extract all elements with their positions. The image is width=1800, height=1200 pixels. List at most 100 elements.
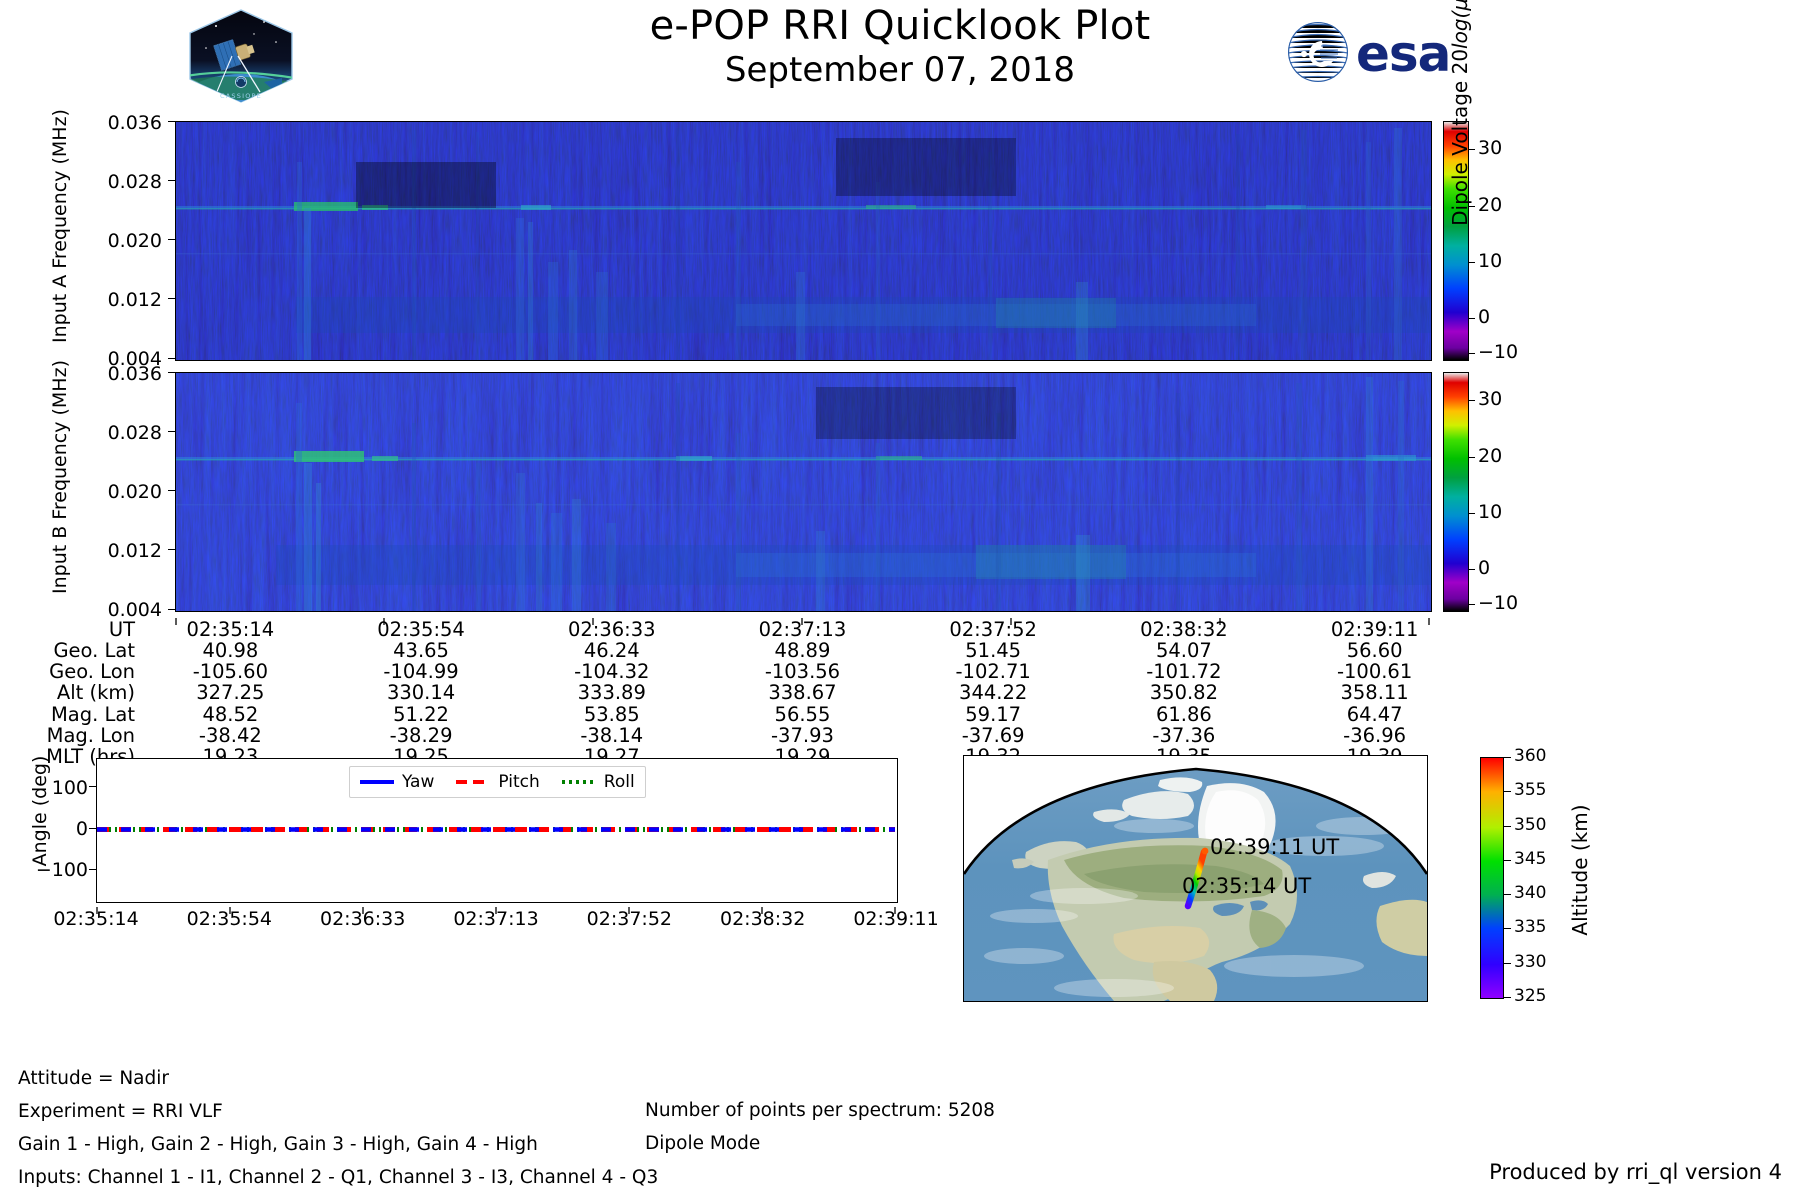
orbit-start-time-label: 02:35:14 UT xyxy=(1182,874,1312,898)
spec-a-ytick-3: 0.012 xyxy=(107,289,162,311)
dipole-voltage-colorbar-b xyxy=(1443,372,1469,612)
yaw-line-swatch xyxy=(360,780,394,784)
legend-item-pitch: Pitch xyxy=(456,772,540,792)
attitude-tickmark xyxy=(89,869,96,870)
footer-left-column: Attitude = Nadir Experiment = RRI VLF Ga… xyxy=(18,1068,658,1200)
footer-inputs: Inputs: Channel 1 - I1, Channel 2 - Q1, … xyxy=(18,1167,659,1188)
attitude-ytick-0: 0 xyxy=(75,818,88,840)
attitude-plot xyxy=(96,758,898,903)
svg-text:CASSIOPE: CASSIOPE xyxy=(220,92,262,100)
svg-text:esa: esa xyxy=(1356,25,1450,83)
param-cell: 02:39:11 xyxy=(1330,618,1419,641)
param-cell: -37.93 xyxy=(771,723,834,747)
spec-a-tickmark xyxy=(168,298,175,299)
cbar-b-tickmark xyxy=(1468,457,1475,458)
alt-cbar-tickmark xyxy=(1504,859,1511,861)
cbar-a-tickmark xyxy=(1468,262,1475,263)
altitude-colorbar xyxy=(1480,757,1504,999)
cbar-b-tickmark xyxy=(1468,604,1475,605)
param-cell: -103.56 xyxy=(764,660,841,684)
cbar-a-tick-30: 30 xyxy=(1478,137,1503,159)
input-a-spectrogram xyxy=(175,121,1432,361)
param-cell: 51.45 xyxy=(965,639,1022,663)
cbar-a-tick-20: 20 xyxy=(1478,194,1503,216)
roll-line-swatch xyxy=(561,780,596,784)
param-cell: 61.86 xyxy=(1155,702,1212,726)
spec-b-ytick-3: 0.012 xyxy=(107,540,162,562)
footer-points-per-spectrum: Number of points per spectrum: 5208 xyxy=(645,1100,995,1121)
spec-a-ytick-2: 0.020 xyxy=(107,230,162,252)
attitude-xtick-3: 02:37:13 xyxy=(453,908,539,930)
footer-gain: Gain 1 - High, Gain 2 - High, Gain 3 - H… xyxy=(18,1134,538,1155)
alt-cbar-tickmark xyxy=(1504,997,1511,998)
orbit-end-time-label: 02:39:11 UT xyxy=(1210,835,1340,859)
attitude-tickmark xyxy=(89,786,96,787)
footer-middle-column: Number of points per spectrum: 5208 Dipo… xyxy=(645,1100,995,1166)
table-row: UT 02:35:14 02:35:54 02:36:33 02:37:13 02:37:… xyxy=(0,619,1470,640)
param-cell: 51.22 xyxy=(393,702,449,726)
spec-a-ytick-4: 0.004 xyxy=(107,348,162,370)
alt-cbar-tickmark xyxy=(1504,962,1511,964)
attitude-tickmark xyxy=(89,828,96,829)
cbar-b-tick-10: 10 xyxy=(1478,501,1503,523)
spec-b-tickmark xyxy=(168,609,175,610)
param-cell: -104.99 xyxy=(383,660,459,684)
param-cell: -36.96 xyxy=(1343,723,1407,747)
param-cell: 330.14 xyxy=(386,681,456,705)
altitude-colorbar-label: Altitude (km) xyxy=(1568,804,1592,936)
param-cell: 53.85 xyxy=(583,702,640,726)
legend-item-roll: Roll xyxy=(561,772,635,792)
cbar-b-tick-20: 20 xyxy=(1478,445,1503,467)
attitude-xtick-1: 02:35:54 xyxy=(186,908,272,930)
param-cell: 344.22 xyxy=(959,681,1028,705)
attitude-xtick-4: 02:37:52 xyxy=(586,908,672,930)
param-cell: 46.24 xyxy=(583,639,640,663)
page-title: e-POP RRI Quicklook Plot xyxy=(649,3,1151,49)
param-cell: 43.65 xyxy=(393,639,449,663)
param-cell: 48.52 xyxy=(202,702,259,726)
cbar-a-tick-neg10: −10 xyxy=(1478,341,1519,363)
cbar-b-tickmark xyxy=(1468,513,1475,514)
spec-b-ytick-4: 0.004 xyxy=(107,599,162,621)
spec-b-tickmark xyxy=(168,490,175,491)
param-cell: 327.25 xyxy=(196,681,265,705)
cbar-b-tickmark xyxy=(1468,569,1475,570)
table-row: Mag. Lon -38.42 -38.29 -38.14 -37.93 -37.69 -3… xyxy=(0,725,1470,746)
param-cell: -38.29 xyxy=(389,723,453,747)
cbar-a-tick-10: 10 xyxy=(1478,250,1503,272)
cbar-b-tickmark xyxy=(1468,400,1475,401)
param-cell: -104.32 xyxy=(574,660,650,684)
param-cell: -38.42 xyxy=(198,723,262,747)
spec-b-ytick-2: 0.020 xyxy=(107,481,162,503)
param-cell: 02:38:32 xyxy=(1140,618,1228,641)
dipole-voltage-colorbar-label: Dipole Voltage 20log(µVBS) xyxy=(1448,0,1472,226)
param-row-label: Alt (km) xyxy=(56,681,135,705)
spec-b-ytick-1: 0.028 xyxy=(107,422,162,444)
param-cell: 64.47 xyxy=(1346,702,1403,726)
param-cell: 02:37:13 xyxy=(758,618,847,641)
spec-b-tickmark xyxy=(168,549,175,550)
ephemeris-parameter-table: UT 02:35:14 02:35:54 02:36:33 02:37:13 02:37:… xyxy=(0,619,1470,767)
alt-cbar-tick-335: 335 xyxy=(1514,917,1547,938)
attitude-xtick-6: 02:39:11 xyxy=(853,908,939,930)
param-cell: 350.82 xyxy=(1149,681,1218,705)
legend-label-pitch: Pitch xyxy=(498,772,540,792)
param-cell: -105.60 xyxy=(192,660,268,684)
cbar-a-tickmark xyxy=(1468,149,1475,150)
param-row-label: Mag. Lat xyxy=(50,702,135,726)
attitude-ytick-neg100: −100 xyxy=(35,859,88,881)
esa-logo-icon: esa xyxy=(1280,14,1470,90)
page-subtitle: September 07, 2018 xyxy=(724,50,1076,90)
attitude-ylabel: Angle (deg) xyxy=(29,755,51,867)
cbar-b-tick-30: 30 xyxy=(1478,388,1503,410)
cbar-a-tickmark xyxy=(1468,353,1475,354)
legend-item-yaw: Yaw xyxy=(360,772,434,792)
param-cell: 338.67 xyxy=(768,681,837,705)
cbar-b-tick-0: 0 xyxy=(1478,557,1491,579)
param-cell: 02:37:52 xyxy=(949,618,1037,641)
alt-cbar-tick-350: 350 xyxy=(1514,814,1547,835)
alt-cbar-tick-330: 330 xyxy=(1514,951,1547,972)
param-cell: 54.07 xyxy=(1155,639,1212,663)
param-cell: -102.71 xyxy=(955,660,1031,684)
param-row-label: Geo. Lat xyxy=(53,639,135,663)
